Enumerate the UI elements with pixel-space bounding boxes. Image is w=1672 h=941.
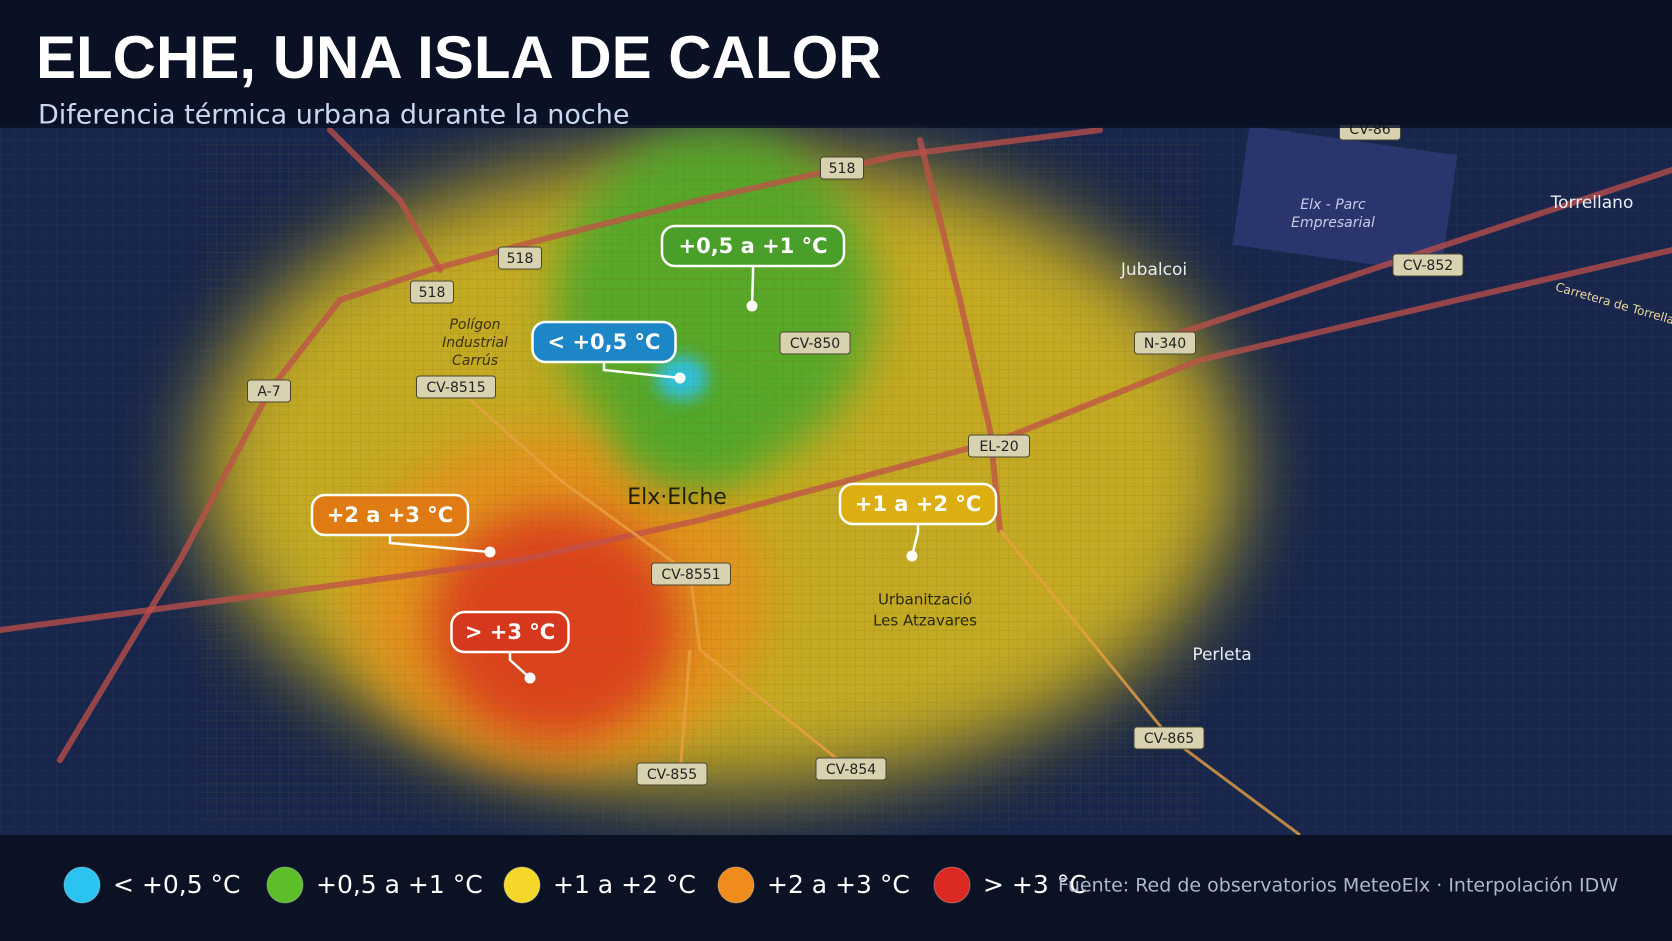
station-dot [484, 546, 496, 558]
station-dot [906, 550, 918, 562]
place-label: Perleta [1192, 645, 1251, 665]
place-label: Urbanització [878, 591, 972, 609]
road-shield [1133, 726, 1205, 750]
callout-label: +1 a +2 °C [855, 492, 981, 516]
callout-badge [838, 482, 998, 526]
legend-swatch [63, 866, 101, 904]
map: Polígon Industrial Carrús Elx·Elche Jubalcoi… [0, 122, 1672, 835]
place-label: Les Atzavares [873, 612, 977, 630]
callout-badge [660, 224, 846, 268]
legend-label: +1 a +2 °C [553, 870, 696, 899]
legend-swatch [266, 866, 304, 904]
road-label: CV-8551 [661, 567, 720, 583]
road [455, 385, 702, 651]
leader-line [388, 535, 491, 554]
place-label: Empresarial [1291, 215, 1375, 231]
station-dot [674, 372, 686, 384]
road-label: CV-86 [1349, 122, 1390, 138]
road-label: 518 [829, 161, 856, 177]
road-shield [247, 379, 291, 403]
legend-label: +0,5 a +1 °C [316, 870, 483, 899]
road [327, 127, 443, 273]
road-labels: 518 518 518 A-7 CV-8515 CV-850 N-340 EL-20 CV-85… [247, 122, 1464, 786]
road-shield [410, 280, 454, 304]
road-shield [651, 562, 731, 586]
legend-swatch [933, 866, 971, 904]
road-shield [815, 757, 887, 781]
place-label: Carrús [452, 353, 498, 369]
subtitle: Diferencia térmica urbana durante la noc… [38, 100, 629, 131]
callout-label: +2 a +3 °C [327, 503, 453, 527]
place-label: Jubalcoi [1120, 260, 1187, 280]
legend-swatch [717, 866, 755, 904]
legend-swatch [503, 866, 541, 904]
road-shield [820, 156, 864, 180]
legend-label: +2 a +3 °C [767, 870, 910, 899]
leader-line [910, 524, 920, 557]
callouts: +0,5 a +1 °C < +0,5 °C +2 a +3 °C +1 a +2 °… [310, 224, 998, 684]
road-shield [1339, 125, 1401, 141]
callout-label: < +0,5 °C [548, 330, 661, 354]
title: ELCHE, UNA ISLA DE CALOR [36, 24, 882, 91]
road-label: EL-20 [979, 439, 1018, 455]
road-label: CV-8515 [426, 380, 485, 396]
callout-badge [310, 493, 470, 537]
road-label: A-7 [257, 384, 280, 400]
road-label: CV-865 [1144, 731, 1194, 747]
leader-line [508, 652, 531, 679]
callout-label: > +3 °C [465, 620, 555, 644]
road-shield [636, 762, 708, 786]
callout-badge [531, 320, 677, 364]
callout-label: +0,5 a +1 °C [678, 234, 827, 258]
road-label: CV-850 [790, 336, 840, 352]
road-shield [779, 331, 851, 355]
road-shield [1134, 331, 1196, 355]
source: Fuente: Red de observatorios MeteoElx · … [1058, 875, 1618, 897]
industrial-park [1232, 125, 1458, 275]
road [699, 648, 851, 771]
legend-label: > +3 °C [983, 870, 1087, 899]
station-dot [524, 672, 536, 684]
road-shield [498, 246, 542, 270]
road-shield [416, 375, 496, 399]
legend-label: < +0,5 °C [113, 870, 241, 899]
callout-badge [450, 610, 570, 654]
leader-line [602, 362, 681, 380]
road-label: 518 [507, 251, 534, 267]
road-shield [1392, 253, 1464, 277]
place-label: Industrial [442, 335, 508, 351]
road [678, 649, 692, 775]
road-label: CV-852 [1403, 258, 1453, 274]
station-dot [746, 300, 758, 312]
road-shield [968, 434, 1030, 458]
road-label: N-340 [1144, 336, 1186, 352]
road-label: CV-854 [826, 762, 876, 778]
place-label: Torrellano [1550, 193, 1634, 213]
legend: < +0,5 °C +0,5 a +1 °C +1 a +2 °C +2 a +3 °… [63, 866, 1087, 904]
road [917, 137, 1003, 533]
road-label: CV-855 [647, 767, 697, 783]
place-label: Elx·Elche [627, 485, 727, 510]
place-label: Elx - Parc [1300, 197, 1366, 213]
leader-line [750, 266, 755, 307]
road-label: 518 [419, 285, 446, 301]
header-bar [0, 0, 1672, 128]
road [0, 247, 1672, 633]
place-label: Polígon [449, 317, 500, 333]
